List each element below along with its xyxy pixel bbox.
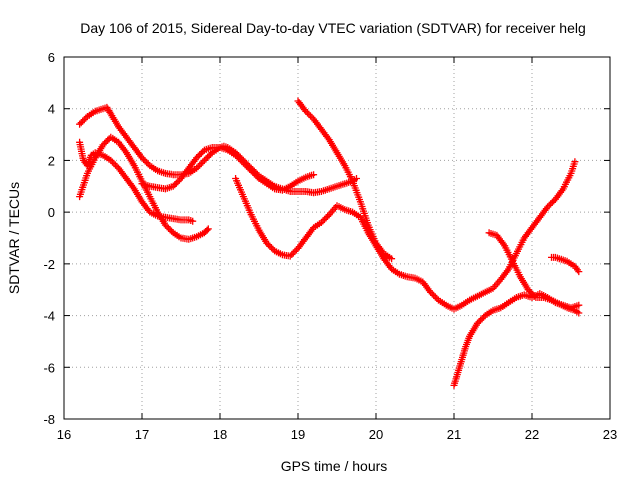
series-track-6 [294,97,396,263]
y-tick-label: 4 [48,102,55,117]
y-tick-label: -2 [43,257,55,272]
axis-ticks [63,56,611,420]
x-tick-label: 21 [447,427,461,442]
y-tick-label: 0 [48,205,55,220]
y-tick-labels: -8 -6 -4 -2 0 2 4 6 [43,50,55,427]
series-track-9 [548,253,583,276]
x-tick-label: 16 [57,427,71,442]
series-markers [294,97,396,263]
series-track-3 [76,133,212,243]
series-markers [138,144,318,194]
x-tick-label: 19 [291,427,305,442]
series-markers [76,133,212,243]
x-tick-labels: 16 17 18 19 20 21 22 23 [57,427,617,442]
series-track-4 [138,144,318,194]
x-tick-label: 18 [213,427,227,442]
x-tick-label: 20 [369,427,383,442]
series-track-8 [485,229,583,317]
series-layer [76,97,583,389]
y-tick-label: -6 [43,360,55,375]
x-axis-label: GPS time / hours [281,458,388,474]
series-markers [548,253,583,276]
x-tick-label: 22 [525,427,539,442]
series-markers [485,229,583,317]
x-tick-label: 17 [135,427,149,442]
y-axis-label: SDTVAR / TECUs [6,182,22,294]
y-tick-label: 6 [48,50,55,65]
plot-frame [63,56,611,420]
x-tick-label: 23 [603,427,617,442]
y-tick-label: -8 [43,412,55,427]
grid [64,57,610,419]
y-tick-label: -4 [43,309,55,324]
y-tick-label: 2 [48,153,55,168]
chart-title: Day 106 of 2015, Sidereal Day-to-day VTE… [80,20,586,36]
